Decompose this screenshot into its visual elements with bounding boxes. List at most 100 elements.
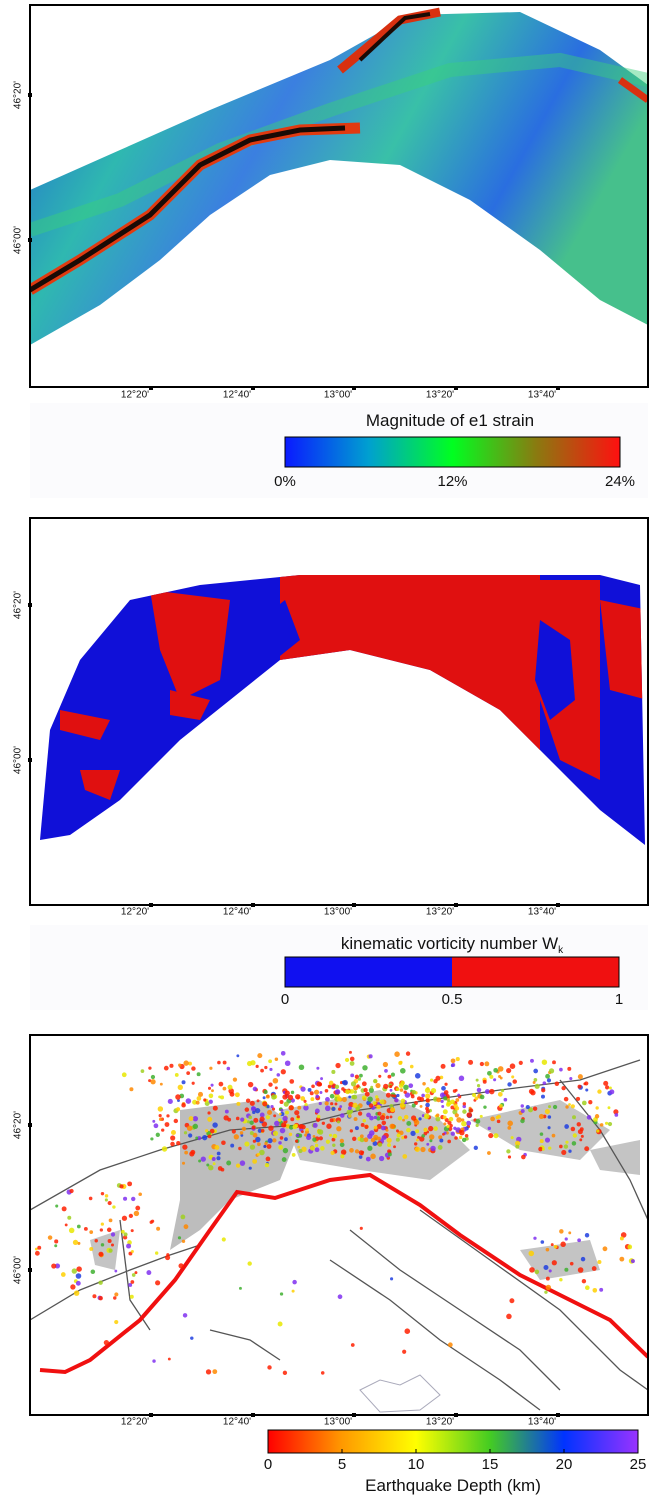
earthquake bbox=[337, 1107, 342, 1111]
earthquake bbox=[559, 1229, 564, 1234]
earthquake bbox=[359, 1137, 365, 1143]
earthquake bbox=[534, 1083, 540, 1089]
earthquake bbox=[60, 1272, 66, 1277]
earthquake bbox=[37, 1245, 42, 1250]
earthquake bbox=[319, 1091, 323, 1094]
earthquake bbox=[294, 1110, 300, 1116]
earthquake bbox=[282, 1370, 288, 1375]
earthquake bbox=[316, 1114, 321, 1119]
earthquake bbox=[378, 1155, 385, 1162]
earthquake bbox=[267, 1109, 273, 1115]
earthquake bbox=[443, 1122, 447, 1126]
earthquake bbox=[309, 1145, 315, 1151]
earthquake bbox=[352, 1136, 357, 1141]
earthquake bbox=[304, 1133, 308, 1137]
earthquake bbox=[135, 1205, 141, 1211]
earthquake bbox=[390, 1277, 394, 1281]
earthquake bbox=[334, 1089, 341, 1095]
earthquake bbox=[256, 1099, 260, 1103]
earthquake bbox=[51, 1263, 57, 1269]
earthquake bbox=[363, 1087, 368, 1093]
earthquake bbox=[541, 1059, 548, 1065]
earthquake bbox=[121, 1072, 127, 1078]
earthquake bbox=[191, 1081, 195, 1085]
earthquake bbox=[479, 1061, 485, 1067]
earthquake bbox=[152, 1119, 156, 1123]
earthquake bbox=[54, 1239, 59, 1244]
earthquake bbox=[309, 1091, 314, 1096]
earthquake bbox=[418, 1117, 422, 1121]
colorbar-label: 5 bbox=[338, 1456, 346, 1473]
fault bbox=[30, 1244, 201, 1321]
earthquake bbox=[314, 1108, 320, 1114]
earthquake bbox=[414, 1142, 418, 1146]
earthquake bbox=[285, 1110, 289, 1115]
earthquake bbox=[188, 1133, 193, 1138]
y-tick bbox=[28, 1123, 32, 1127]
x-axis-label: 12°40' bbox=[223, 390, 251, 401]
earthquake bbox=[607, 1106, 611, 1110]
earthquake bbox=[349, 1061, 355, 1066]
earthquake bbox=[350, 1081, 357, 1087]
earthquake bbox=[312, 1137, 317, 1142]
earthquake bbox=[304, 1103, 308, 1107]
earthquake bbox=[352, 1102, 358, 1108]
earthquake bbox=[247, 1081, 254, 1088]
earthquake bbox=[580, 1256, 586, 1262]
earthquake bbox=[70, 1284, 76, 1290]
earthquake bbox=[352, 1094, 358, 1100]
earthquake bbox=[538, 1146, 543, 1152]
earthquake bbox=[386, 1137, 392, 1143]
earthquake bbox=[538, 1113, 545, 1119]
earthquake bbox=[364, 1091, 370, 1097]
earthquake bbox=[272, 1077, 279, 1084]
earthquake bbox=[450, 1105, 455, 1110]
y-tick bbox=[28, 603, 32, 607]
earthquake bbox=[279, 1292, 284, 1296]
colorbar-label: 1 bbox=[615, 991, 623, 1008]
earthquake bbox=[509, 1063, 516, 1069]
earthquake bbox=[454, 1136, 458, 1140]
earthquake bbox=[262, 1101, 268, 1107]
earthquake bbox=[54, 1263, 61, 1269]
earthquake bbox=[331, 1069, 336, 1074]
earthquake bbox=[599, 1287, 604, 1292]
earthquake bbox=[339, 1138, 344, 1144]
earthquake bbox=[255, 1136, 261, 1143]
earthquake bbox=[375, 1082, 381, 1089]
earthquake bbox=[487, 1070, 492, 1076]
earthquake bbox=[360, 1122, 365, 1127]
earthquake bbox=[584, 1233, 590, 1238]
earthquake bbox=[627, 1244, 633, 1250]
earthquake bbox=[399, 1102, 405, 1108]
earthquake bbox=[55, 1204, 59, 1208]
earthquake bbox=[409, 1064, 414, 1069]
earthquake bbox=[397, 1116, 403, 1121]
earthquake bbox=[435, 1116, 441, 1122]
earthquake bbox=[349, 1056, 355, 1062]
earthquake bbox=[541, 1088, 546, 1093]
earthquake bbox=[110, 1232, 116, 1237]
lake-outline bbox=[359, 1374, 441, 1413]
earthquake bbox=[161, 1146, 168, 1152]
earthquake bbox=[324, 1088, 329, 1093]
earthquake bbox=[235, 1116, 240, 1121]
earthquake bbox=[384, 1068, 388, 1073]
earthquake bbox=[335, 1062, 341, 1069]
earthquake bbox=[181, 1239, 186, 1243]
earthquake bbox=[520, 1118, 525, 1124]
earthquake bbox=[359, 1226, 363, 1230]
x-axis-label: 12°20' bbox=[121, 907, 149, 918]
earthquake bbox=[150, 1079, 156, 1085]
earthquake bbox=[104, 1194, 109, 1198]
earthquake bbox=[298, 1133, 303, 1138]
earthquake bbox=[272, 1138, 277, 1143]
earthquake bbox=[196, 1096, 202, 1101]
earthquake bbox=[442, 1115, 447, 1120]
earthquake bbox=[329, 1133, 333, 1137]
earthquake bbox=[224, 1109, 229, 1114]
earthquake bbox=[274, 1086, 278, 1090]
earthquake bbox=[630, 1259, 635, 1264]
earthquake bbox=[373, 1115, 378, 1120]
